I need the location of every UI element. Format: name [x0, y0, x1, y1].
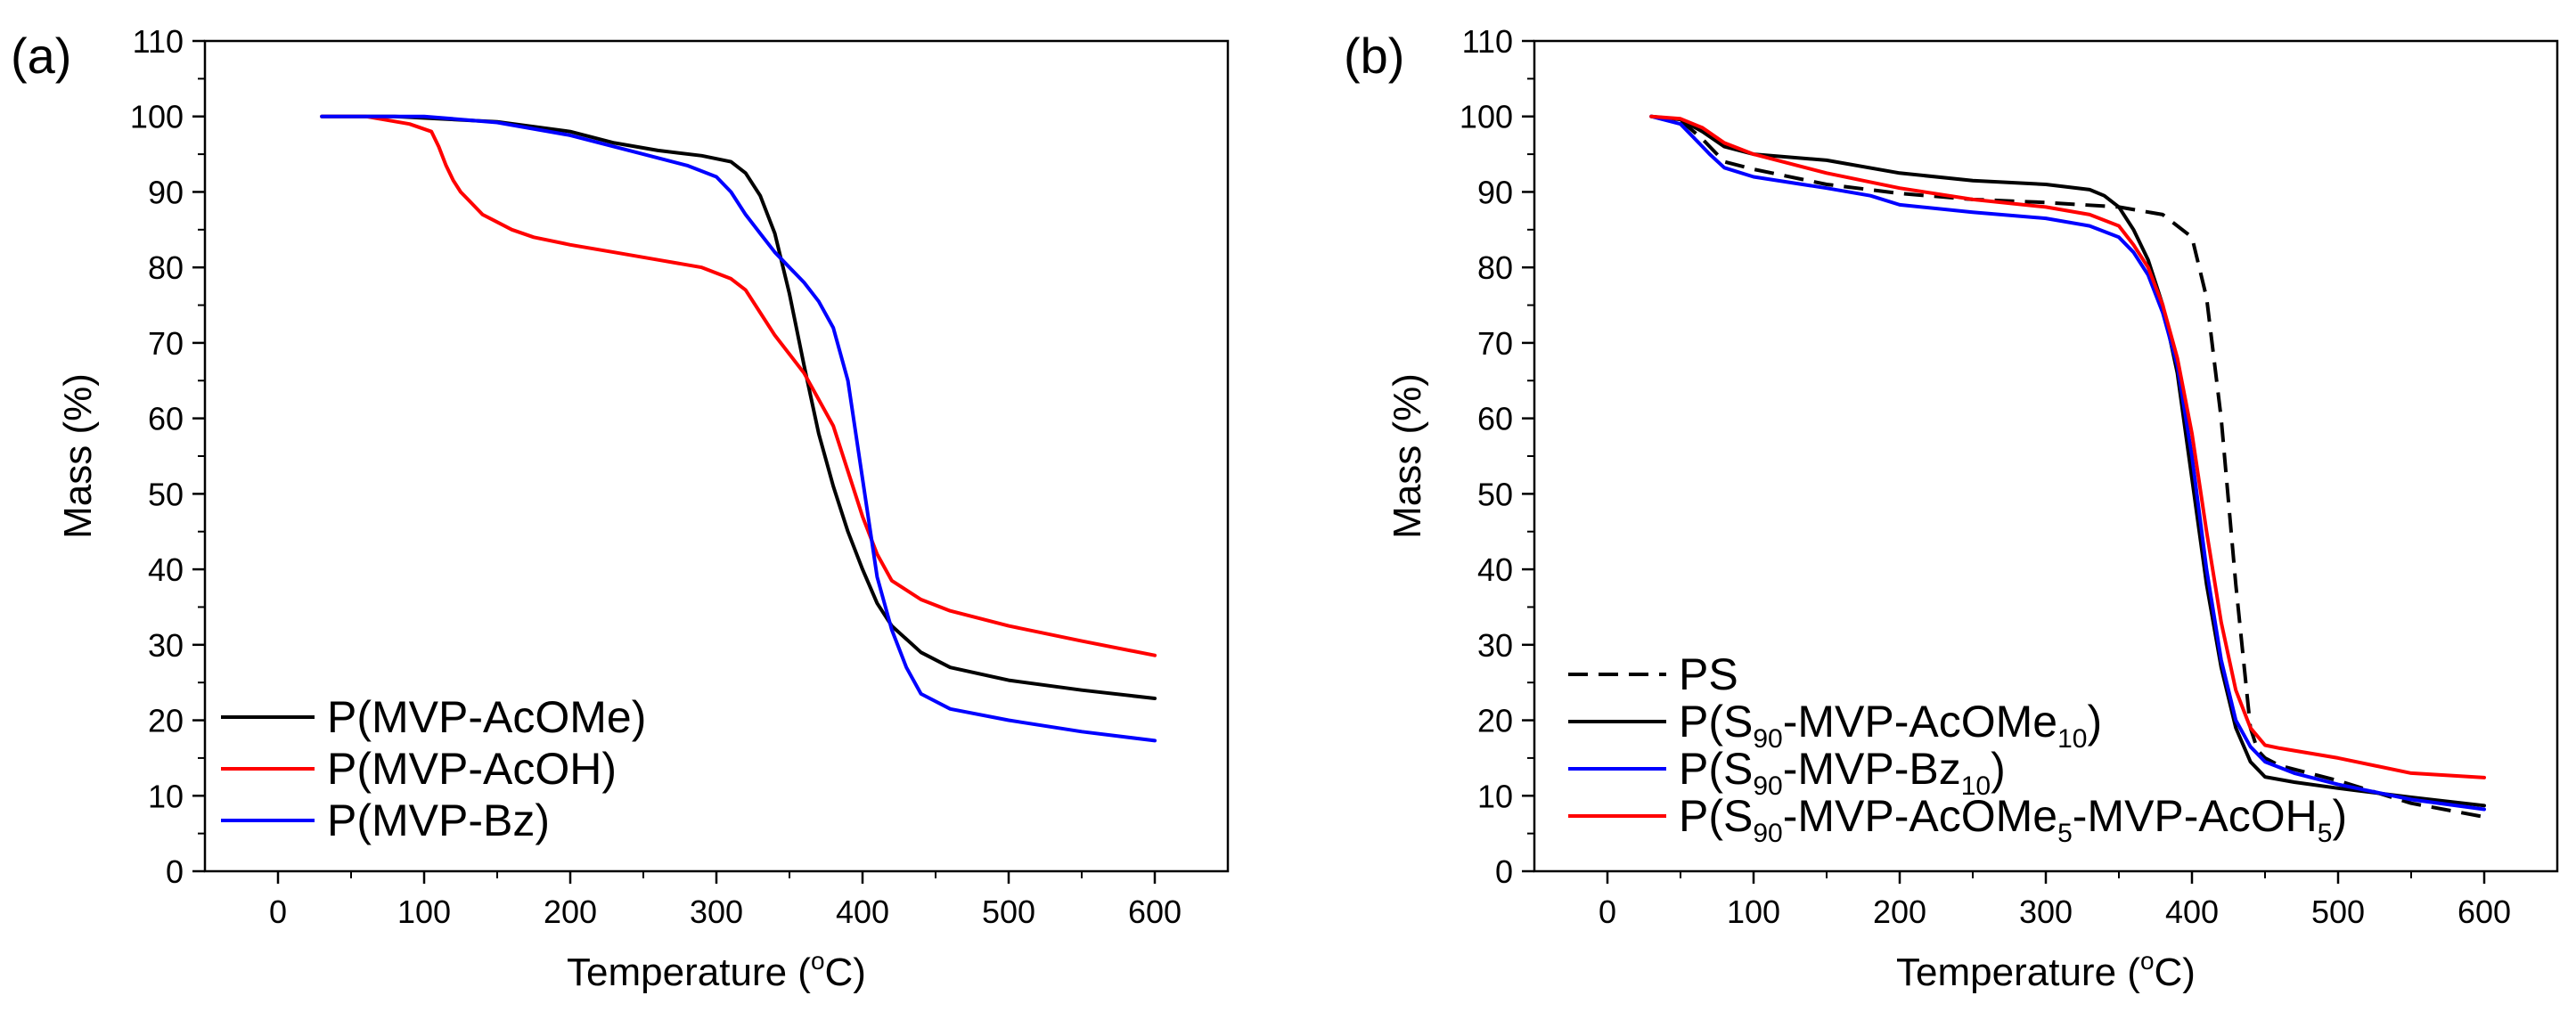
y-tick-label: 20	[148, 703, 184, 739]
y-axis-title: Mass (%)	[1386, 373, 1429, 539]
y-tick-label: 30	[1477, 627, 1513, 664]
legend-item: P(S90-MVP-AcOMe5-MVP-AcOH5)	[1568, 791, 2347, 848]
legend-label-subscript: 5	[2318, 819, 2333, 848]
legend-label: P(MVP-Bz)	[327, 796, 550, 845]
legend-label: P(S90-MVP-AcOMe10)	[1679, 697, 2102, 754]
legend-item: P(MVP-AcOH)	[221, 744, 617, 794]
legend-label-part: )	[2087, 697, 2102, 747]
x-tick-label: 400	[2165, 894, 2219, 930]
x-tick-label: 500	[2311, 894, 2365, 930]
y-tick-label: 10	[148, 778, 184, 814]
legend-label-part: -MVP-AcOH	[2073, 791, 2318, 841]
series-line-b-3	[1649, 114, 2486, 812]
legend-label-part: )	[1991, 744, 2006, 794]
legend-label-subscript: 10	[2057, 724, 2087, 754]
legend-label-subscript: 90	[1753, 819, 1782, 848]
legend-label-part: P(S	[1679, 791, 1753, 841]
y-tick-label: 40	[1477, 551, 1513, 588]
x-axis-title-unit: C)	[2155, 951, 2196, 994]
x-axis-title-text: Temperature (	[1896, 951, 2140, 994]
series-line-a-2	[320, 114, 1157, 657]
legend-item: P(S90-MVP-AcOMe10)	[1568, 697, 2102, 754]
legend-label-part: P(MVP-Bz)	[327, 796, 550, 845]
x-tick-label: 200	[1873, 894, 1926, 930]
series-line-b-4	[1649, 114, 2486, 779]
y-tick-label: 20	[1477, 703, 1513, 739]
panel-b-thermogram: (b) 0 100 200 300 400 500 600 0 10 20 30 40 50 60 70 80 9…	[1344, 23, 2559, 994]
series-line-b-1	[1650, 114, 2485, 819]
x-tick-label: 0	[269, 894, 287, 930]
legend-label-subscript: 5	[2057, 819, 2073, 848]
legend-label-part: -MVP-Bz	[1783, 744, 1961, 794]
legend-item: PS	[1568, 649, 1738, 699]
y-tick-label: 80	[1477, 249, 1513, 286]
legend-label-part: P(MVP-AcOH)	[327, 744, 617, 794]
series-line-a-1	[320, 114, 1157, 700]
y-tick-label: 50	[1477, 476, 1513, 512]
legend-label-subscript: 90	[1753, 724, 1782, 754]
legend-label-part: -MVP-AcOMe	[1783, 791, 2057, 841]
x-tick-label: 300	[690, 894, 743, 930]
legend: P(MVP-AcOMe)P(MVP-AcOH)P(MVP-Bz)	[221, 692, 646, 845]
y-tick-label: 90	[1477, 174, 1513, 210]
x-tick-label: 600	[1128, 894, 1182, 930]
x-axis-title-degree: o	[811, 947, 825, 975]
y-tick-label: 0	[1495, 853, 1513, 890]
legend-label: P(S90-MVP-Bz10)	[1679, 744, 2006, 801]
y-tick-label: 50	[148, 476, 184, 512]
x-tick-label: 100	[1727, 894, 1780, 930]
y-tick-label: 10	[1477, 778, 1513, 814]
legend-label: P(MVP-AcOH)	[327, 744, 617, 794]
y-tick-label: 70	[148, 325, 184, 362]
legend-item: P(S90-MVP-Bz10)	[1568, 744, 2006, 801]
y-tick-label: 100	[130, 99, 184, 135]
y-tick-label: 40	[148, 551, 184, 588]
legend-label-part: P(S	[1679, 744, 1753, 794]
x-tick-label: 500	[982, 894, 1035, 930]
legend-label: PS	[1679, 649, 1738, 699]
x-tick-label: 100	[397, 894, 451, 930]
panel-label: (a)	[11, 28, 71, 84]
legend-label-subscript: 90	[1753, 771, 1782, 801]
x-axis-title: Temperature (oC)	[567, 947, 866, 994]
legend-label-subscript: 10	[1961, 771, 1991, 801]
legend-item: P(MVP-Bz)	[221, 796, 550, 845]
y-tick-label: 30	[148, 627, 184, 664]
y-tick-label: 80	[148, 249, 184, 286]
x-tick-label: 400	[836, 894, 889, 930]
x-tick-label: 300	[2019, 894, 2073, 930]
legend-label-part: )	[2332, 791, 2347, 841]
series-line-a-3	[320, 114, 1157, 743]
legend: PSP(S90-MVP-AcOMe10)P(S90-MVP-Bz10)P(S90…	[1568, 649, 2347, 848]
legend-label-part: P(S	[1679, 697, 1753, 747]
y-tick-label: 60	[1477, 401, 1513, 437]
panel-label: (b)	[1344, 28, 1404, 84]
legend-label-part: PS	[1679, 649, 1738, 699]
legend-label: P(S90-MVP-AcOMe5-MVP-AcOH5)	[1679, 791, 2347, 848]
y-tick-label: 0	[166, 853, 184, 890]
y-tick-label: 90	[148, 174, 184, 210]
x-tick-label: 0	[1599, 894, 1616, 930]
y-tick-label: 110	[133, 23, 184, 60]
x-axis-title-unit: C)	[825, 951, 866, 994]
legend-label-part: -MVP-AcOMe	[1783, 697, 2057, 747]
series-line-b-2	[1649, 114, 2486, 808]
y-tick-label: 70	[1477, 325, 1513, 362]
y-tick-label: 100	[1460, 99, 1513, 135]
x-axis-title-text: Temperature (	[567, 951, 811, 994]
legend-label-part: P(MVP-AcOMe)	[327, 692, 646, 742]
x-tick-label: 600	[2457, 894, 2511, 930]
legend-item: P(MVP-AcOMe)	[221, 692, 646, 742]
x-axis-title: Temperature (oC)	[1896, 947, 2196, 994]
y-tick-label: 60	[148, 401, 184, 437]
panel-a-thermogram: (a) 0 100 200 300 400 500 600 0 10 20 30 40 50 60 70 80 9…	[11, 23, 1230, 994]
x-axis-title-degree: o	[2140, 947, 2155, 975]
legend-label: P(MVP-AcOMe)	[327, 692, 646, 742]
y-tick-label: 110	[1462, 23, 1513, 60]
x-tick-label: 200	[544, 894, 597, 930]
y-axis-title: Mass (%)	[56, 373, 100, 539]
